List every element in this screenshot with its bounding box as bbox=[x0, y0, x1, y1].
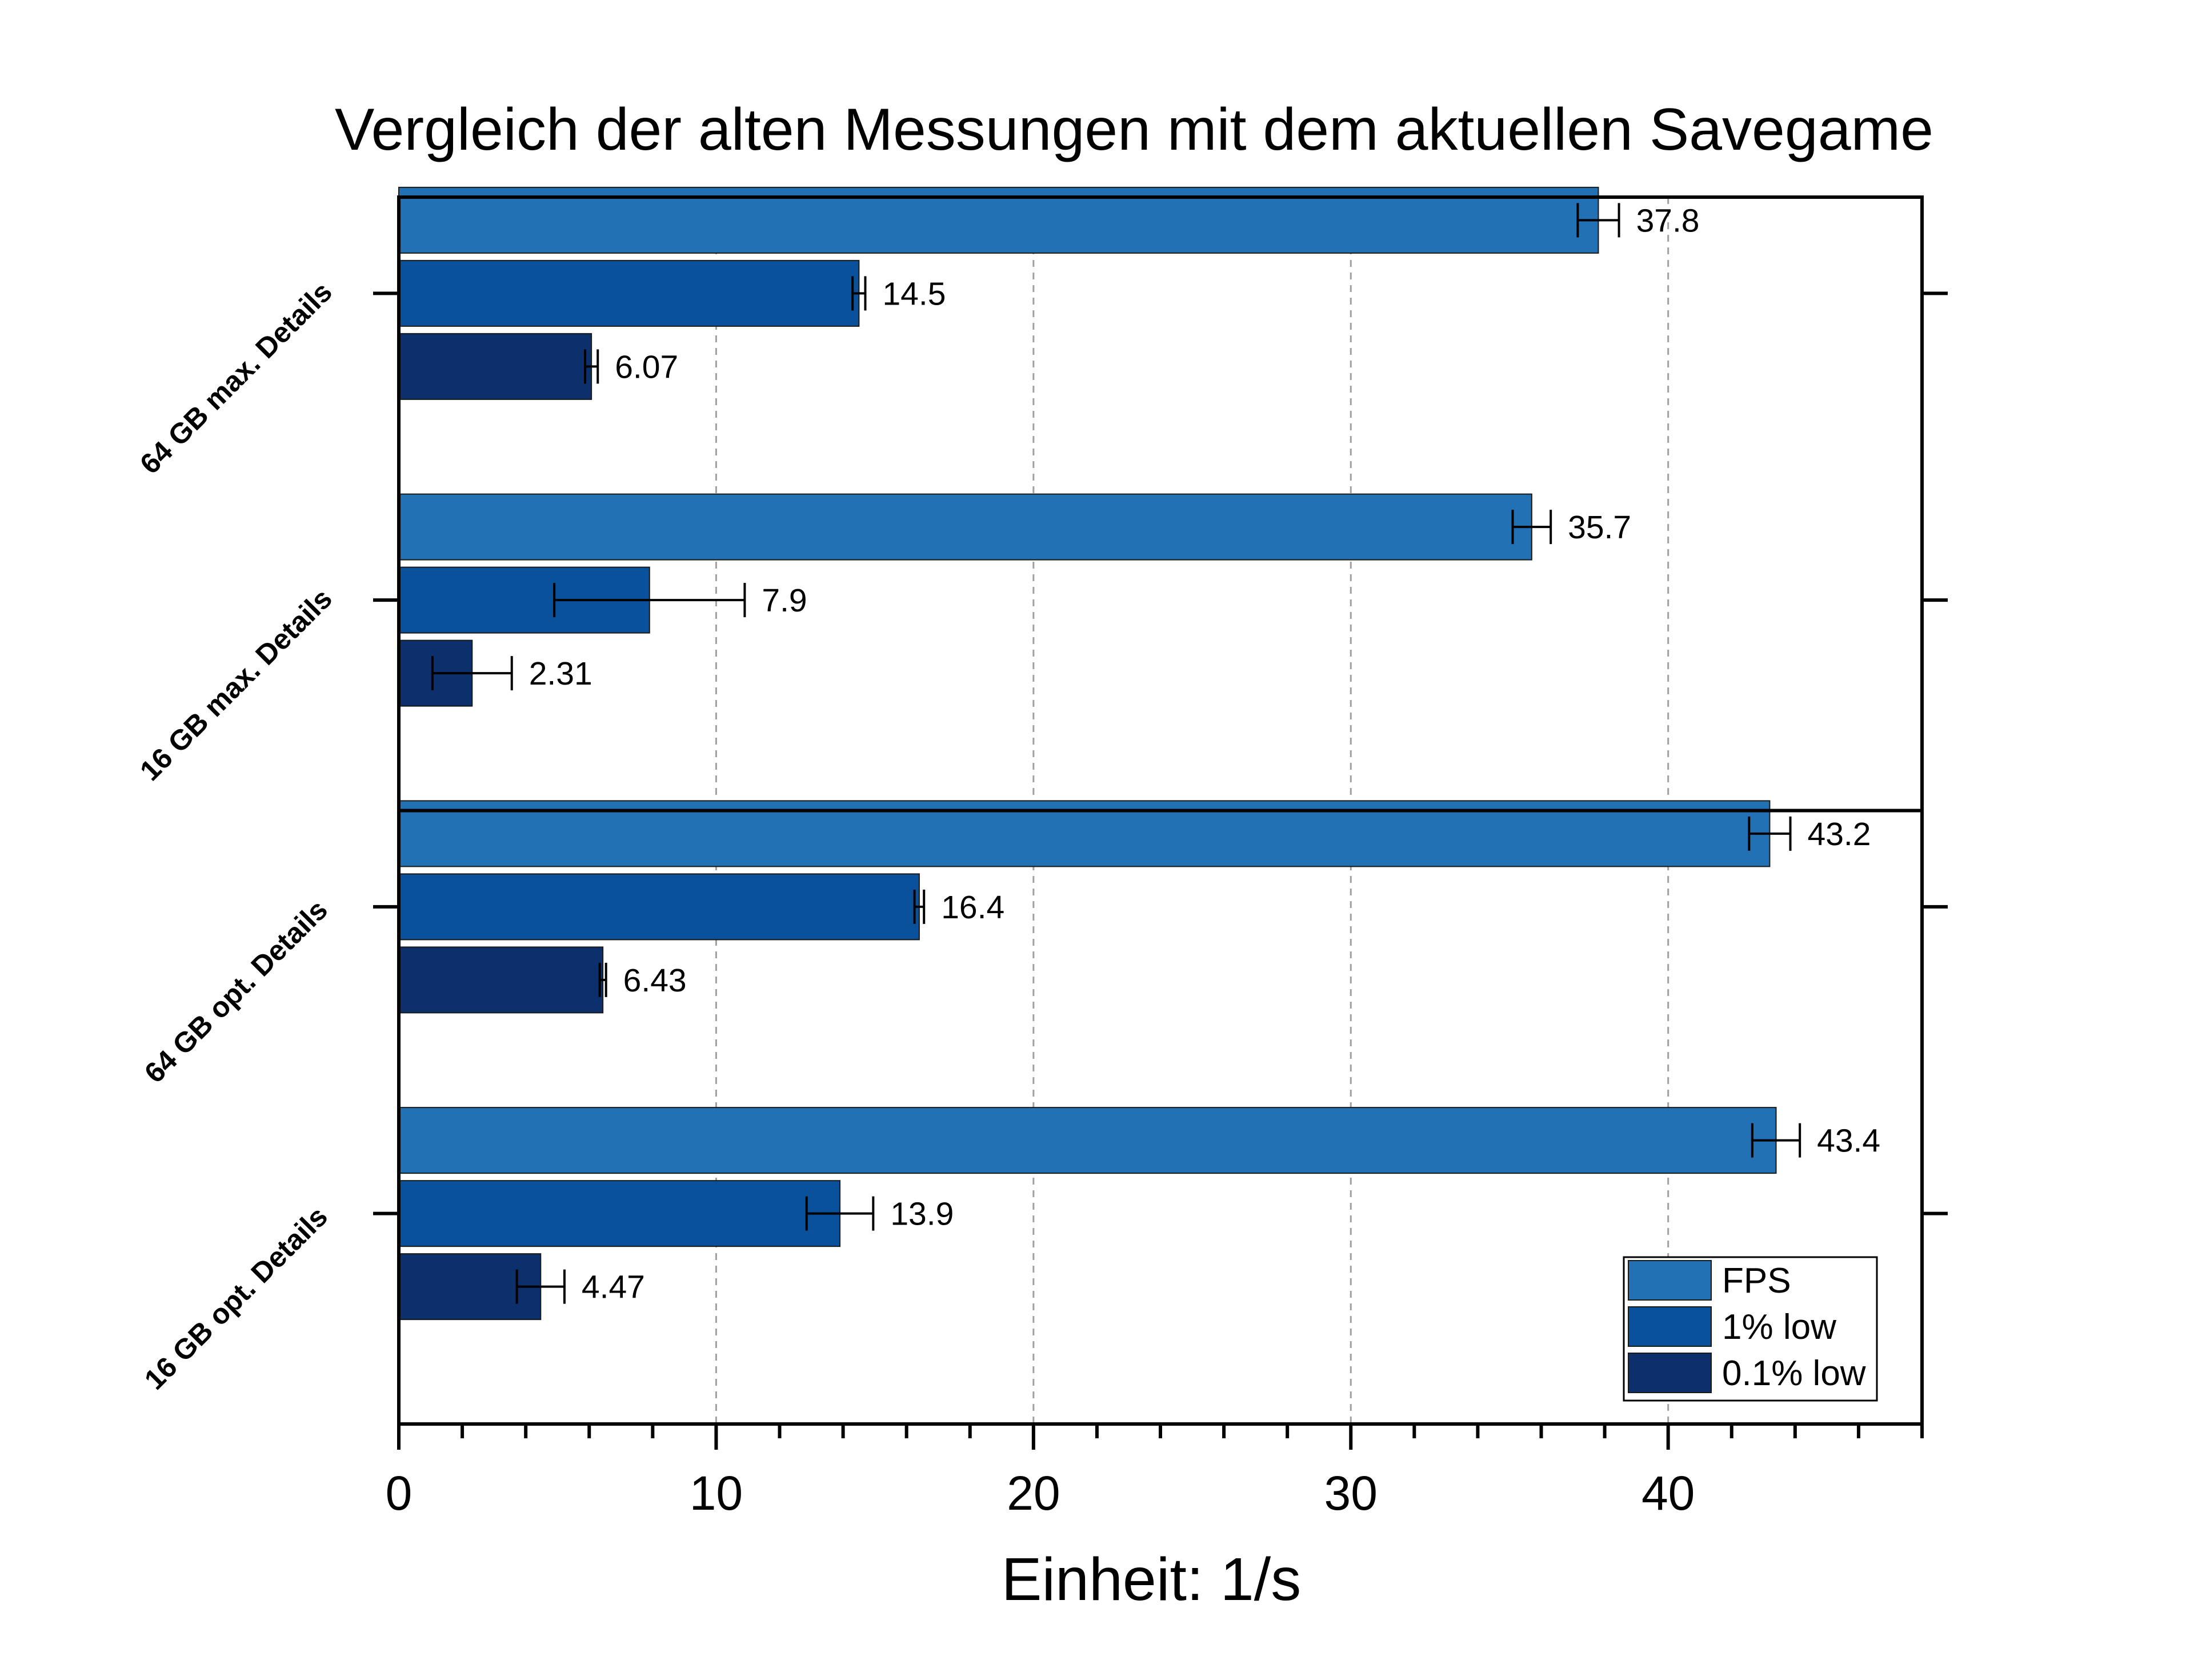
bars: 37.8 14.5 6.07 35.7 7.9 2.31 43.2 16.4 6.43 43.4 1… bbox=[398, 186, 1880, 1321]
data-label: 14.5 bbox=[882, 275, 946, 312]
legend-swatch bbox=[1628, 1306, 1712, 1347]
data-label: 6.43 bbox=[623, 962, 687, 999]
x-tick-label: 40 bbox=[1642, 1466, 1695, 1520]
bar bbox=[398, 493, 1532, 561]
legend-swatch bbox=[1628, 1260, 1712, 1301]
x-axis-title: Einheit: 1/s bbox=[1002, 1546, 1301, 1613]
x-tick-label: 20 bbox=[1007, 1466, 1060, 1520]
bar bbox=[398, 946, 604, 1014]
data-label: 43.4 bbox=[1817, 1123, 1880, 1159]
bar bbox=[398, 1180, 841, 1247]
chart-title: Vergleich der alten Messungen mit dem ak… bbox=[335, 97, 1933, 163]
legend-label: 0.1% low bbox=[1722, 1354, 1866, 1393]
legend-swatch bbox=[1628, 1353, 1712, 1393]
data-label: 43.2 bbox=[1808, 816, 1871, 853]
x-tick-label: 0 bbox=[386, 1466, 413, 1520]
data-label: 13.9 bbox=[890, 1196, 954, 1233]
x-tick-label: 30 bbox=[1324, 1466, 1378, 1520]
legend-label: FPS bbox=[1722, 1261, 1791, 1301]
data-label: 35.7 bbox=[1568, 509, 1631, 546]
bar bbox=[398, 333, 592, 400]
data-label: 7.9 bbox=[762, 582, 807, 619]
legend-label: 1% low bbox=[1722, 1307, 1836, 1347]
y-tick-label: 64 GB opt. Details bbox=[138, 894, 334, 1089]
y-tick-label: 64 GB max. Details bbox=[134, 275, 338, 480]
bar bbox=[398, 259, 860, 327]
data-label: 37.8 bbox=[1636, 202, 1700, 239]
y-tick-label: 16 GB opt. Details bbox=[138, 1201, 334, 1396]
bar bbox=[398, 1107, 1777, 1174]
bar bbox=[398, 873, 920, 941]
y-tick-label: 16 GB max. Details bbox=[134, 582, 338, 787]
axes bbox=[373, 195, 1948, 1450]
data-label: 4.47 bbox=[582, 1269, 645, 1306]
data-label: 6.07 bbox=[615, 349, 678, 385]
data-label: 16.4 bbox=[941, 889, 1004, 926]
x-tick-label: 10 bbox=[690, 1466, 743, 1520]
data-label: 2.31 bbox=[529, 655, 592, 692]
legend: FPS 1% low 0.1% low bbox=[1623, 1256, 1878, 1402]
